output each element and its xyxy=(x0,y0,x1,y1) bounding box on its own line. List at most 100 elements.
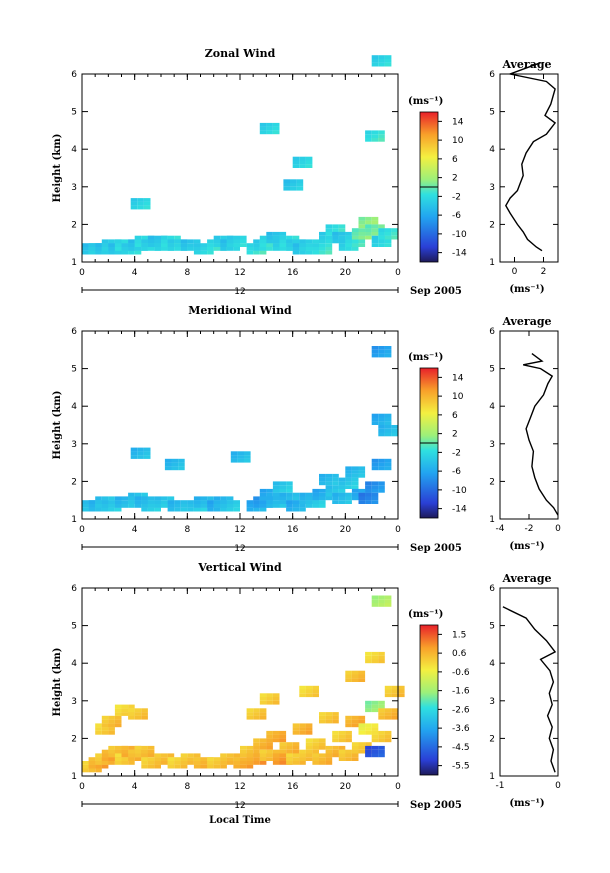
heatmap-cell xyxy=(345,670,352,675)
heatmap-cell xyxy=(141,235,148,240)
profile-x-ticks: -1 0 xyxy=(496,588,561,791)
heatmap-cell xyxy=(226,761,234,765)
heatmap-cell xyxy=(384,595,392,600)
heatmap-cell xyxy=(279,496,287,501)
heatmap-cell xyxy=(292,156,300,161)
heatmap-cell xyxy=(358,488,366,493)
heatmap-cell xyxy=(378,428,385,433)
heatmap-cell xyxy=(266,734,273,739)
heatmap-cell xyxy=(365,723,372,728)
heatmap-cell xyxy=(378,700,385,705)
heatmap-cell xyxy=(371,59,379,63)
heatmap-cell xyxy=(114,708,122,713)
heatmap-cell xyxy=(345,730,352,735)
heatmap-cell xyxy=(266,757,273,761)
heatmap-cell xyxy=(378,481,385,486)
heatmap-cell xyxy=(325,473,333,478)
heatmap-cell xyxy=(384,239,392,244)
heatmap-cell xyxy=(128,761,135,765)
heatmap-cell xyxy=(279,504,287,508)
heatmap-cell xyxy=(358,224,366,229)
heatmap-cell xyxy=(371,421,379,425)
heatmap-cell xyxy=(101,719,109,724)
heatmap-cell xyxy=(161,753,168,758)
heatmap-cell xyxy=(167,243,175,247)
x-axis-label: Local Time xyxy=(209,815,271,826)
heatmap-cell xyxy=(167,247,175,251)
heatmap-cell xyxy=(312,753,319,758)
heatmap-cell xyxy=(371,220,379,225)
profile-y-tick-label: 1 xyxy=(489,258,495,268)
heatmap-cell xyxy=(141,504,148,508)
heatmap-cell xyxy=(312,761,319,765)
colorbar-tick-label: -5.5 xyxy=(452,762,470,772)
heatmap-cell xyxy=(193,761,201,765)
heatmap-cell xyxy=(253,247,260,251)
heatmap-cell xyxy=(180,761,188,765)
heatmap-cell xyxy=(358,470,366,474)
heatmap-cell xyxy=(220,496,227,501)
heatmap-cell xyxy=(358,239,366,244)
heatmap-cell xyxy=(272,749,280,754)
heatmap-cell xyxy=(114,723,122,728)
heatmap-cell xyxy=(338,734,346,739)
date-label: Sep 2005 xyxy=(410,800,462,811)
heatmap-cell xyxy=(325,757,333,761)
heatmap-cell xyxy=(114,719,122,724)
heatmap-cell xyxy=(141,500,148,504)
heatmap-cell xyxy=(246,749,254,754)
heatmap-cell xyxy=(226,239,234,244)
heatmap-cell xyxy=(378,231,385,236)
heatmap-cell xyxy=(246,712,254,716)
heatmap-cell xyxy=(279,247,287,251)
heatmap-cell xyxy=(174,761,181,765)
heatmap-cell xyxy=(114,504,122,508)
heatmap-cell xyxy=(167,496,175,501)
heatmap-cell xyxy=(292,753,300,758)
heatmap-cell xyxy=(226,247,234,251)
heatmap-cell xyxy=(279,749,287,754)
heatmap-cell xyxy=(154,247,161,251)
heatmap-cell xyxy=(365,745,372,750)
colorbar-ticks: 1.5 0.6 -0.6 -1.6 -2.6 -3.6 -4.5 -5.5 xyxy=(438,630,470,772)
heatmap-cell xyxy=(246,745,254,750)
heatmap-cell xyxy=(130,201,138,206)
x-tick-label: 16 xyxy=(287,268,299,278)
heatmap-cell xyxy=(305,250,313,255)
heatmap-cell xyxy=(272,235,280,240)
heatmap-cell xyxy=(266,693,273,698)
heatmap-cell xyxy=(147,745,155,750)
heatmap-cell xyxy=(147,235,155,240)
heatmap-cell xyxy=(253,507,260,512)
heatmap-cell xyxy=(233,764,240,769)
colorbar-tick-label: -2 xyxy=(452,192,461,202)
heatmap-cell xyxy=(358,243,366,247)
heatmap-cell xyxy=(292,742,300,746)
heatmap-cell xyxy=(319,231,326,236)
y-tick-label: 3 xyxy=(71,183,77,193)
heatmap-cell xyxy=(154,235,161,240)
heatmap-cell xyxy=(292,749,300,754)
colorbar-tick-label: 1.5 xyxy=(452,630,466,640)
colorbar-tick-label: -10 xyxy=(452,230,467,240)
heatmap-cell xyxy=(279,231,287,236)
heatmap-cell xyxy=(137,451,144,456)
heatmap-cell xyxy=(233,761,240,765)
heatmap-cell xyxy=(253,500,260,504)
heatmap-cell xyxy=(253,757,260,761)
heatmap-cell xyxy=(299,504,306,508)
heatmap-cell xyxy=(161,235,168,240)
heatmap-cell xyxy=(358,745,366,750)
heatmap-cell xyxy=(384,346,392,350)
heatmap-cell xyxy=(200,764,208,769)
colorbar-tick-label: 6 xyxy=(452,155,458,165)
heatmap-cell xyxy=(200,247,208,251)
heatmap-cell xyxy=(365,488,372,493)
heatmap-cell xyxy=(384,231,392,236)
heatmap-cell xyxy=(305,689,313,694)
heatmap-cell xyxy=(319,243,326,247)
heatmap-cell xyxy=(134,250,142,255)
heatmap-cell xyxy=(345,481,352,486)
colorbar-tick-label: 0.6 xyxy=(452,649,467,659)
heatmap-cell xyxy=(358,231,366,236)
